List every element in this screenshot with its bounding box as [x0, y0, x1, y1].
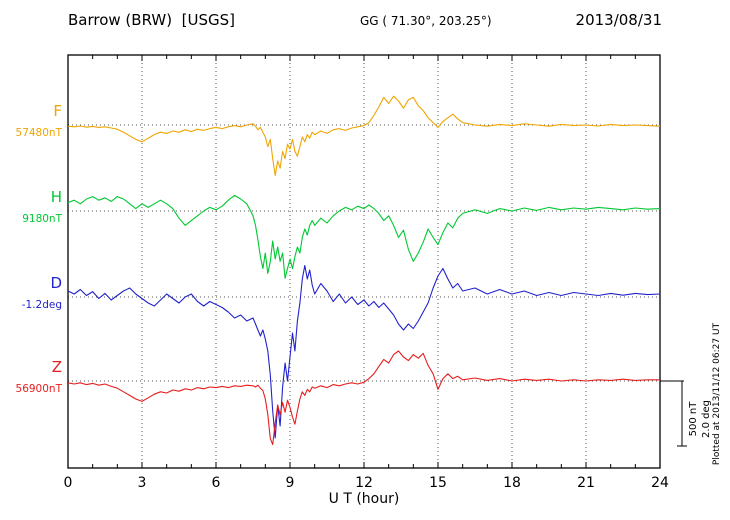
x-axis-label: U T (hour): [328, 491, 400, 507]
geographic-coords: GG ( 71.30°, 203.25°): [360, 14, 492, 28]
plot-frame: [67, 54, 661, 469]
scale-deg-label: 2.0 deg: [701, 400, 712, 438]
date-label: 2013/08/31: [575, 11, 662, 29]
scale-bar-labels: 500 nT 2.0 deg: [687, 390, 713, 448]
x-tick-label-18: 18: [503, 475, 521, 491]
x-tick-label-3: 3: [138, 475, 147, 491]
x-tick-label-9: 9: [286, 475, 295, 491]
x-tick-label-12: 12: [355, 475, 373, 491]
trace-F: [67, 95, 661, 176]
x-tick-label-24: 24: [651, 475, 669, 491]
x-tick-label-15: 15: [429, 475, 447, 491]
plotted-timestamp: Plotted at 2013/11/12 06:27 UT: [712, 322, 722, 466]
trace-Z: [67, 350, 660, 446]
scale-nt-label: 500 nT: [688, 401, 699, 437]
x-tick-label-21: 21: [577, 475, 595, 491]
x-tick-label-6: 6: [212, 475, 221, 491]
trace-H: [67, 194, 661, 279]
station-title: Barrow (BRW) [USGS]: [68, 11, 235, 29]
trace-D: [67, 264, 661, 439]
x-tick-label-0: 0: [64, 475, 73, 491]
